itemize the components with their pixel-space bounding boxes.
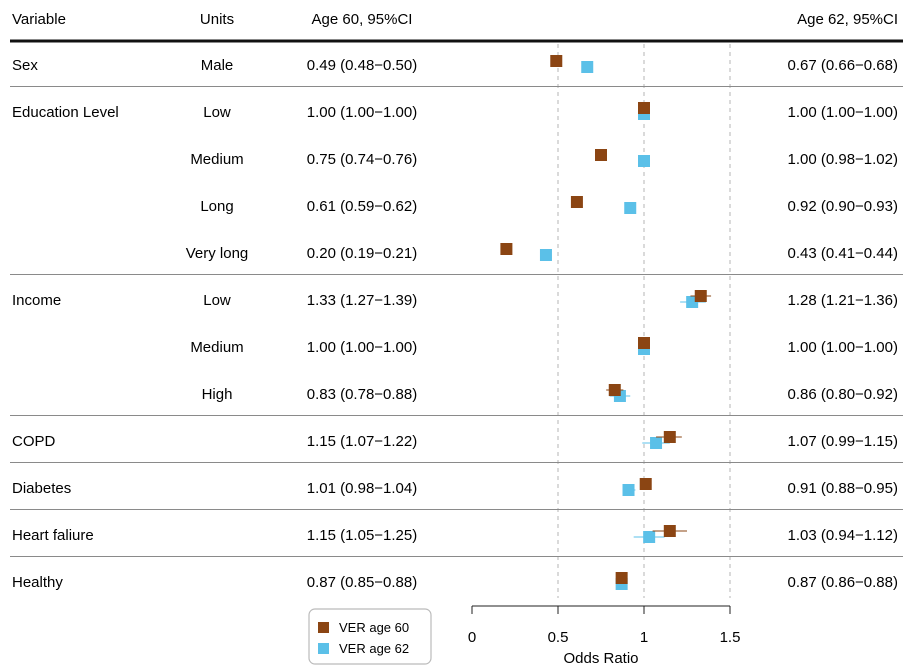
variable-label: Education Level: [12, 104, 119, 121]
age60-ci-label: 0.83 (0.78−0.88): [307, 386, 418, 403]
age62-ci-label: 1.07 (0.99−1.15): [787, 433, 898, 450]
age62-point: [638, 155, 650, 167]
age60-ci-label: 1.33 (1.27−1.39): [307, 292, 418, 309]
header-age60-ci: Age 60, 95%CI: [312, 11, 413, 28]
age60-point: [595, 149, 607, 161]
variable-label: Sex: [12, 57, 38, 74]
unit-label: Medium: [190, 339, 243, 356]
age60-ci-label: 0.87 (0.85−0.88): [307, 574, 418, 591]
table-row: Medium 1.00 (1.00−1.00) 1.00 (1.00−1.00): [190, 339, 898, 356]
table-row: Heart faliure 1.15 (1.05−1.25) 1.03 (0.94−…: [12, 527, 898, 544]
x-tick-label: 0.5: [548, 629, 569, 646]
age60-ci-label: 0.20 (0.19−0.21): [307, 245, 418, 262]
x-tick-label: 0: [468, 629, 476, 646]
legend: VER age 60 VER age 62: [308, 608, 432, 665]
variable-label: Healthy: [12, 574, 63, 591]
variable-label: COPD: [12, 433, 56, 450]
age60-ci-label: 0.49 (0.48−0.50): [307, 57, 418, 74]
age62-point: [581, 61, 594, 73]
table-row: Diabetes 1.01 (0.98−1.04) 0.91 (0.88−0.95): [12, 480, 898, 497]
reference-lines: [557, 44, 731, 598]
variable-label: Income: [12, 292, 61, 309]
legend-box: [308, 608, 432, 665]
legend-swatch: [318, 643, 329, 654]
age60-ci-label: 1.01 (0.98−1.04): [307, 480, 418, 497]
header-units: Units: [200, 11, 234, 28]
age60-ci-label: 0.75 (0.74−0.76): [307, 151, 418, 168]
age60-point: [694, 290, 707, 302]
age62-point: [622, 484, 635, 496]
age62-ci-label: 0.43 (0.41−0.44): [787, 245, 898, 262]
variable-label: Heart faliure: [12, 527, 94, 544]
age62-ci-label: 1.00 (1.00−1.00): [787, 339, 898, 356]
age62-ci-label: 0.86 (0.80−0.92): [787, 386, 898, 403]
age60-ci-label: 1.15 (1.05−1.25): [307, 527, 418, 544]
table-row: Education Level Low 1.00 (1.00−1.00) 1.00 (…: [12, 104, 898, 121]
age60-point: [550, 55, 563, 67]
table-row: Very long 0.20 (0.19−0.21) 0.43 (0.41−0.44…: [186, 245, 898, 262]
table-row: Long 0.61 (0.59−0.62) 0.92 (0.90−0.93): [200, 198, 898, 215]
age60-point: [608, 384, 621, 396]
age62-ci-label: 0.87 (0.86−0.88): [787, 574, 898, 591]
unit-label: Long: [200, 198, 233, 215]
age62-point: [650, 437, 663, 449]
table-row: Healthy 0.87 (0.85−0.88) 0.87 (0.86−0.88): [12, 574, 898, 591]
x-axis: 0 0.5 1 1.5: [468, 605, 741, 646]
unit-label: High: [202, 386, 233, 403]
unit-label: Very long: [186, 245, 249, 262]
age62-point: [643, 531, 656, 543]
age62-point: [539, 249, 552, 261]
age62-ci-label: 1.00 (1.00−1.00): [787, 104, 898, 121]
x-tick-label: 1: [640, 629, 648, 646]
age60-point: [638, 102, 650, 114]
unit-label: Low: [203, 104, 231, 121]
header-age62-ci: Age 62, 95%CI: [797, 11, 898, 28]
age60-ci-label: 1.00 (1.00−1.00): [307, 104, 418, 121]
age62-ci-label: 1.00 (0.98−1.02): [787, 151, 898, 168]
x-tick-label: 1.5: [720, 629, 741, 646]
age60-point: [500, 243, 513, 255]
variable-label: Diabetes: [12, 480, 71, 497]
group-separators: [10, 86, 903, 557]
legend-label: VER age 60: [339, 620, 409, 635]
x-axis-label: Odds Ratio: [563, 650, 638, 667]
data-marks: [500, 55, 712, 590]
age60-point: [639, 478, 652, 490]
age62-ci-label: 0.91 (0.88−0.95): [787, 480, 898, 497]
age60-point: [663, 431, 676, 443]
unit-label: Low: [203, 292, 231, 309]
table-row: High 0.83 (0.78−0.88) 0.86 (0.80−0.92): [202, 386, 898, 403]
age60-point: [570, 196, 583, 208]
age62-ci-label: 1.03 (0.94−1.12): [787, 527, 898, 544]
age60-ci-label: 0.61 (0.59−0.62): [307, 198, 418, 215]
table-row: Income Low 1.33 (1.27−1.39) 1.28 (1.21−1.36…: [12, 292, 898, 309]
unit-label: Male: [201, 57, 234, 74]
age62-point: [624, 202, 637, 214]
legend-swatch: [318, 622, 329, 633]
age60-point: [663, 525, 676, 537]
age60-point: [615, 572, 628, 584]
age60-point: [638, 337, 650, 349]
legend-label: VER age 62: [339, 641, 409, 656]
table-rows: Sex Male 0.49 (0.48−0.50) 0.67 (0.66−0.68) E…: [12, 57, 898, 591]
age62-ci-label: 0.67 (0.66−0.68): [787, 57, 898, 74]
age62-ci-label: 0.92 (0.90−0.93): [787, 198, 898, 215]
table-row: COPD 1.15 (1.07−1.22) 1.07 (0.99−1.15): [12, 433, 898, 450]
age60-ci-label: 1.00 (1.00−1.00): [307, 339, 418, 356]
age60-ci-label: 1.15 (1.07−1.22): [307, 433, 418, 450]
unit-label: Medium: [190, 151, 243, 168]
table-row: Medium 0.75 (0.74−0.76) 1.00 (0.98−1.02): [190, 151, 898, 168]
table-row: Sex Male 0.49 (0.48−0.50) 0.67 (0.66−0.68): [12, 57, 898, 74]
age62-ci-label: 1.28 (1.21−1.36): [787, 292, 898, 309]
header-variable: Variable: [12, 11, 66, 28]
